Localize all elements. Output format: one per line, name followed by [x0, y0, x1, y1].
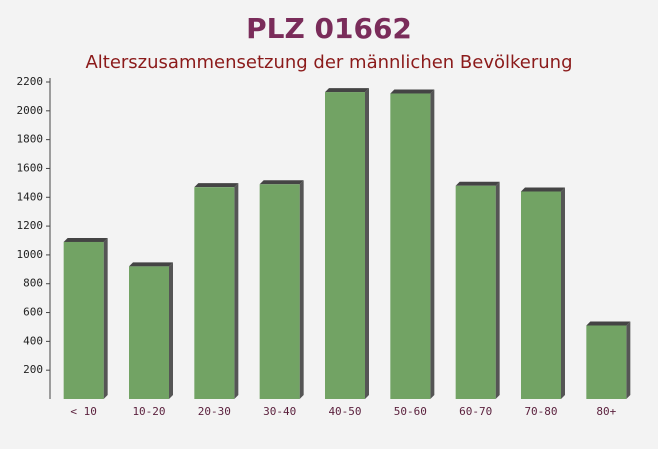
bar: [390, 93, 431, 399]
x-tick-label: 10-20: [132, 405, 165, 418]
bar: [129, 266, 169, 399]
bar-side: [299, 180, 304, 399]
bar-top: [455, 181, 500, 186]
y-tick-label: 1200: [17, 219, 44, 232]
y-tick-label: 400: [23, 334, 43, 347]
y-tick-label: 2200: [17, 75, 44, 88]
bar: [455, 185, 496, 399]
bar-top: [194, 183, 239, 188]
bar-side: [169, 262, 173, 399]
y-tick-label: 1000: [17, 248, 44, 261]
bar-top: [325, 88, 369, 93]
bar-side: [495, 181, 500, 399]
bar: [259, 184, 300, 399]
x-tick-label: 20-30: [198, 405, 231, 418]
bar-top: [129, 262, 173, 267]
bar: [194, 187, 235, 399]
y-tick-label: 1800: [17, 133, 44, 146]
x-tick-label: 30-40: [263, 405, 296, 418]
chart-subtitle: Alterszusammensetzung der männlichen Bev…: [85, 52, 572, 73]
bar: [521, 191, 561, 399]
y-tick-label: 600: [23, 306, 43, 319]
y-tick-label: 1400: [17, 190, 44, 203]
bar: [325, 92, 365, 399]
bar-side: [626, 321, 631, 399]
x-tick-label: 80+: [596, 405, 616, 418]
x-tick-label: < 10: [70, 405, 97, 418]
x-tick-label: 60-70: [459, 405, 492, 418]
bar-side: [365, 88, 369, 399]
bar-top: [586, 321, 631, 326]
y-tick-label: 200: [23, 363, 43, 376]
y-tick-label: 800: [23, 277, 43, 290]
x-tick-label: 70-80: [524, 405, 557, 418]
bar-side: [234, 183, 239, 399]
x-tick-label: 50-60: [394, 405, 427, 418]
bar-top: [390, 89, 435, 94]
y-tick-label: 2000: [17, 104, 44, 117]
bar: [586, 325, 627, 399]
chart-title: PLZ 01662: [246, 12, 412, 45]
x-tick-label: 40-50: [328, 405, 361, 418]
bar-top: [521, 187, 565, 192]
y-tick-label: 1600: [17, 161, 44, 174]
bar-top: [63, 237, 108, 242]
bar-side: [103, 237, 108, 399]
bar: [63, 241, 104, 399]
bar-side: [430, 89, 435, 399]
bar-side: [561, 187, 565, 399]
bar-top: [259, 180, 304, 185]
